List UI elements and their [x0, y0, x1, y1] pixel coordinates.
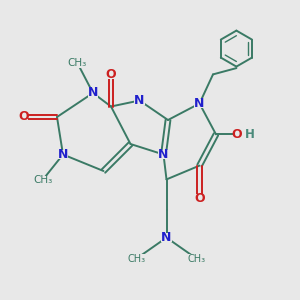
Text: CH₃: CH₃ [188, 254, 206, 264]
Text: N: N [194, 97, 205, 110]
Text: N: N [158, 148, 169, 161]
Text: O: O [232, 128, 242, 141]
Bar [33, 176, 52, 184]
Text: N: N [58, 148, 68, 161]
Bar [158, 150, 169, 159]
Bar [68, 58, 87, 68]
Bar [19, 113, 28, 121]
Bar [106, 70, 116, 79]
Text: N: N [134, 94, 145, 107]
Bar [194, 99, 205, 108]
Text: CH₃: CH₃ [68, 58, 87, 68]
Text: CH₃: CH₃ [128, 254, 146, 264]
Text: H: H [245, 128, 254, 141]
Text: CH₃: CH₃ [33, 175, 52, 185]
Bar [161, 233, 172, 242]
Text: O: O [18, 110, 29, 124]
Bar [58, 150, 68, 159]
Text: O: O [194, 191, 205, 205]
Bar [232, 130, 242, 139]
Text: O: O [106, 68, 116, 81]
Bar [187, 254, 206, 263]
Text: N: N [88, 86, 98, 100]
Bar [88, 88, 98, 98]
Text: N: N [161, 231, 172, 244]
Bar [134, 96, 145, 105]
Bar [195, 194, 204, 202]
Bar [127, 254, 146, 263]
